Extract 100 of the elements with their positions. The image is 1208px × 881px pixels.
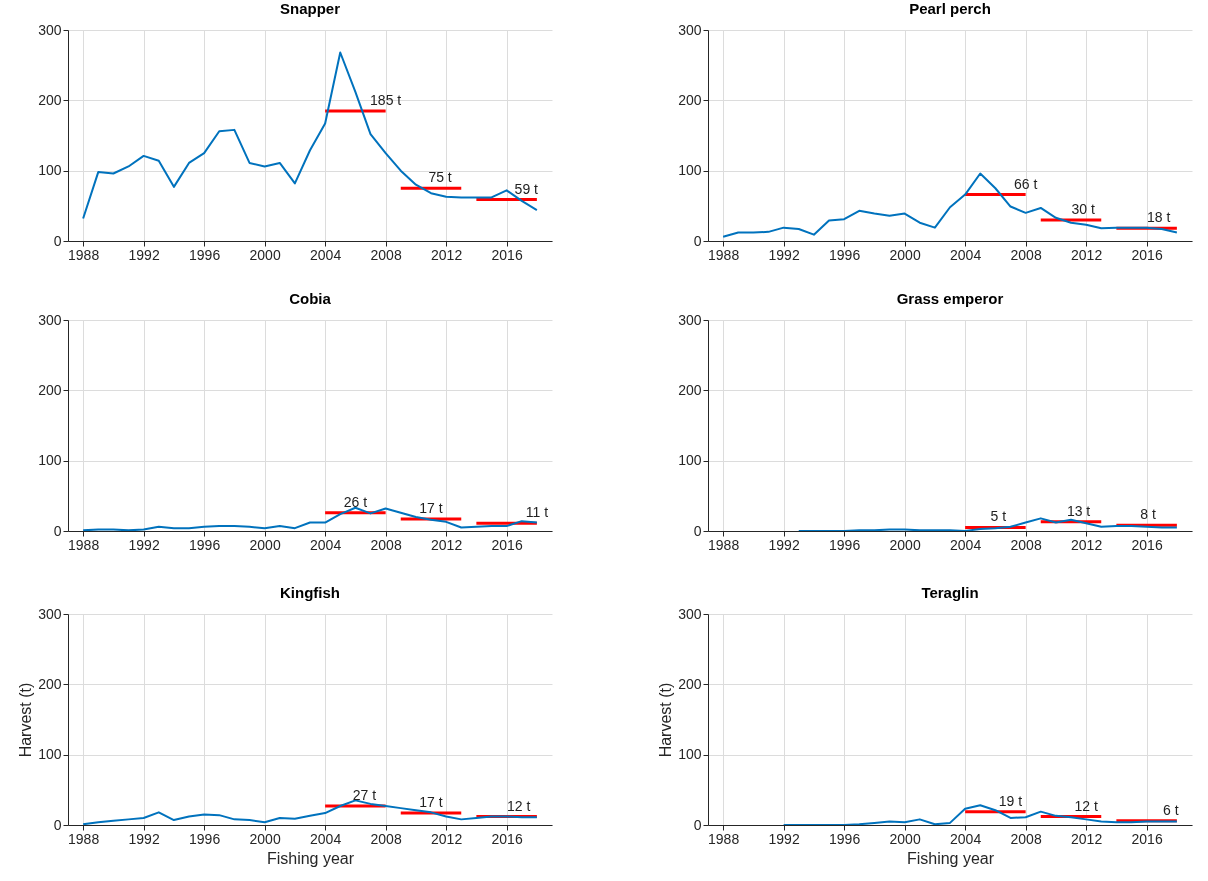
- annotation: 19 t: [998, 792, 1023, 809]
- annotation: 17 t: [419, 500, 443, 517]
- y-tick-label: 0: [693, 232, 702, 249]
- x-tick-label: 1992: [128, 536, 160, 553]
- y-tick-label: 100: [678, 746, 702, 763]
- x-tick-label: 2016: [1131, 246, 1163, 263]
- x-tick-label: 1992: [768, 246, 800, 263]
- x-tick-label: 2012: [1071, 830, 1103, 847]
- annotation: 12 t: [1074, 797, 1098, 814]
- y-tick-label: 100: [38, 162, 62, 179]
- y-axis-title: Harvest (t): [657, 682, 675, 758]
- x-tick-label: 2008: [370, 536, 402, 553]
- y-tick-label: 0: [693, 522, 702, 539]
- chart-title: Teraglin: [921, 584, 979, 601]
- y-tick-label: 200: [38, 675, 62, 692]
- y-tick-label: 300: [678, 311, 702, 328]
- x-tick-label: 2004: [310, 830, 342, 847]
- y-tick-label: 200: [678, 381, 702, 398]
- x-tick-label: 2016: [491, 246, 523, 263]
- annotation: 75 t: [428, 169, 452, 186]
- x-tick-label: 1992: [128, 830, 160, 847]
- chart-title: Grass emperor: [896, 290, 1004, 307]
- x-tick-label: 1992: [128, 246, 160, 263]
- y-tick-label: 200: [38, 91, 62, 108]
- annotation: 8 t: [1140, 506, 1157, 523]
- x-tick-label: 1988: [68, 830, 100, 847]
- x-tick-label: 2012: [431, 536, 463, 553]
- x-tick-label: 2008: [370, 246, 402, 263]
- x-tick-label: 2004: [310, 246, 342, 263]
- x-tick-label: 2012: [431, 246, 463, 263]
- x-tick-label: 2000: [889, 536, 921, 553]
- x-tick-label: 2000: [889, 246, 921, 263]
- annotation: 66 t: [1013, 175, 1038, 192]
- x-tick-label: 1996: [189, 536, 221, 553]
- x-axis-title: Fishing year: [906, 849, 995, 867]
- y-tick-label: 200: [678, 91, 702, 108]
- y-tick-label: 200: [38, 381, 62, 398]
- x-tick-label: 1988: [68, 246, 100, 263]
- annotation: 11 t: [525, 504, 549, 521]
- x-tick-label: 1992: [768, 830, 800, 847]
- annotation: 18 t: [1147, 209, 1171, 226]
- annotation: 27 t: [352, 787, 377, 804]
- x-tick-label: 2016: [1131, 536, 1163, 553]
- annotation: 26 t: [343, 493, 368, 510]
- y-tick-label: 300: [678, 21, 702, 38]
- chart-title: Snapper: [279, 0, 341, 17]
- y-tick-label: 100: [38, 452, 62, 469]
- x-tick-label: 2012: [1071, 536, 1103, 553]
- x-tick-label: 1996: [829, 830, 861, 847]
- x-tick-label: 2012: [1071, 246, 1103, 263]
- x-tick-label: 2016: [491, 536, 523, 553]
- x-tick-label: 2000: [249, 830, 281, 847]
- x-tick-label: 2004: [310, 536, 342, 553]
- x-tick-label: 1992: [768, 536, 800, 553]
- x-tick-label: 2004: [950, 536, 982, 553]
- x-tick-label: 2008: [1010, 830, 1042, 847]
- y-tick-label: 300: [38, 311, 62, 328]
- annotation: 6 t: [1163, 801, 1179, 818]
- x-tick-label: 1988: [708, 246, 740, 263]
- x-tick-label: 1996: [189, 246, 221, 263]
- x-tick-label: 2008: [370, 830, 402, 847]
- y-tick-label: 100: [678, 452, 702, 469]
- y-tick-label: 0: [53, 816, 62, 833]
- x-tick-label: 2004: [950, 246, 982, 263]
- chart-title: Kingfish: [280, 584, 340, 601]
- y-tick-label: 300: [38, 605, 62, 622]
- annotation: 59 t: [514, 180, 539, 197]
- x-tick-label: 2016: [491, 830, 523, 847]
- x-tick-label: 2016: [1131, 830, 1163, 847]
- x-tick-label: 2008: [1010, 246, 1042, 263]
- x-tick-label: 1988: [708, 536, 740, 553]
- y-tick-label: 200: [678, 675, 702, 692]
- y-axis-title: Harvest (t): [17, 682, 35, 758]
- chart-title: Cobia: [289, 290, 332, 307]
- y-tick-label: 0: [53, 232, 62, 249]
- x-tick-label: 1988: [708, 830, 740, 847]
- chart-title: Pearl perch: [909, 0, 991, 17]
- y-tick-label: 100: [678, 162, 702, 179]
- x-tick-label: 2004: [950, 830, 982, 847]
- annotation: 30 t: [1071, 200, 1095, 217]
- x-tick-label: 2000: [249, 536, 281, 553]
- x-axis-title: Fishing year: [266, 849, 355, 867]
- x-tick-label: 2000: [889, 830, 921, 847]
- annotation: 12 t: [507, 797, 531, 814]
- x-tick-label: 2012: [431, 830, 463, 847]
- annotation: 13 t: [1066, 502, 1091, 519]
- annotation: 17 t: [419, 794, 443, 811]
- x-tick-label: 1996: [189, 830, 221, 847]
- y-tick-label: 0: [53, 522, 62, 539]
- annotation: 5 t: [990, 508, 1007, 525]
- x-tick-label: 1988: [68, 536, 100, 553]
- x-tick-label: 1996: [829, 536, 861, 553]
- y-tick-label: 300: [38, 21, 62, 38]
- annotation: 185 t: [370, 91, 402, 108]
- y-tick-label: 100: [38, 746, 62, 763]
- x-tick-label: 1996: [829, 246, 861, 263]
- y-tick-label: 0: [693, 816, 702, 833]
- y-tick-label: 300: [678, 605, 702, 622]
- x-tick-label: 2000: [249, 246, 281, 263]
- x-tick-label: 2008: [1010, 536, 1042, 553]
